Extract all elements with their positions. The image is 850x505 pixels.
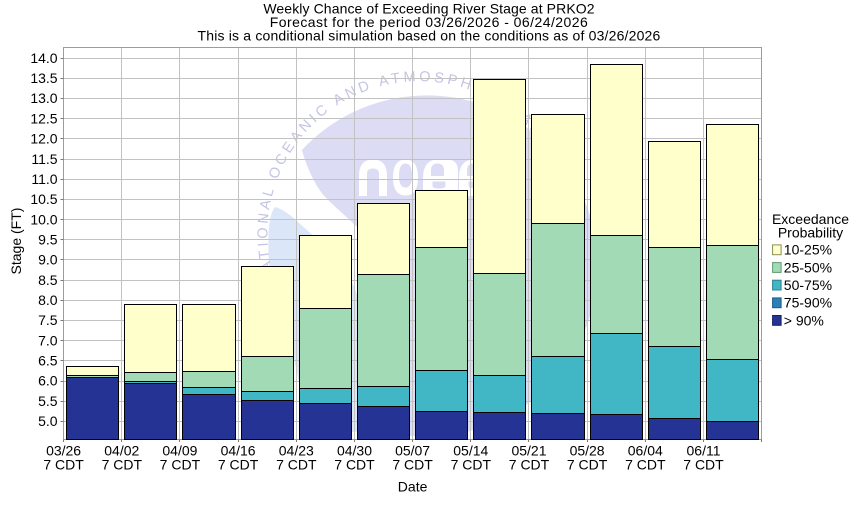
svg-text:12.5: 12.5: [30, 110, 57, 126]
svg-text:8.0: 8.0: [38, 292, 58, 308]
svg-text:04/09: 04/09: [162, 442, 197, 458]
svg-text:12.0: 12.0: [30, 131, 57, 147]
svg-text:Exceedance: Exceedance: [772, 211, 849, 227]
svg-text:05/21: 05/21: [511, 442, 546, 458]
svg-text:13.5: 13.5: [30, 70, 57, 86]
svg-text:This is a conditional simulati: This is a conditional simulation based o…: [198, 28, 661, 44]
svg-text:7 CDT: 7 CDT: [683, 456, 724, 472]
svg-text:04/30: 04/30: [337, 442, 372, 458]
svg-text:7 CDT: 7 CDT: [43, 456, 84, 472]
svg-text:05/07: 05/07: [395, 442, 430, 458]
svg-text:8.5: 8.5: [38, 272, 58, 288]
svg-text:7 CDT: 7 CDT: [160, 456, 201, 472]
svg-text:05/14: 05/14: [453, 442, 488, 458]
svg-text:7 CDT: 7 CDT: [334, 456, 375, 472]
svg-text:Stage (FT): Stage (FT): [8, 208, 24, 275]
svg-text:Probability: Probability: [778, 224, 843, 240]
svg-text:75-90%: 75-90%: [784, 295, 832, 311]
svg-text:6.5: 6.5: [38, 353, 58, 369]
svg-text:Date: Date: [398, 479, 428, 495]
svg-text:06/04: 06/04: [628, 442, 663, 458]
svg-text:Weekly Chance of Exceeding Riv: Weekly Chance of Exceeding River Stage a…: [263, 1, 594, 17]
svg-text:> 90%: > 90%: [784, 312, 824, 328]
svg-text:04/23: 04/23: [279, 442, 314, 458]
svg-text:11.0: 11.0: [31, 171, 57, 187]
svg-text:5.5: 5.5: [38, 393, 58, 409]
svg-text:7.5: 7.5: [38, 312, 58, 328]
svg-text:7 CDT: 7 CDT: [102, 456, 143, 472]
svg-text:14.0: 14.0: [30, 50, 57, 66]
svg-text:03/26: 03/26: [46, 442, 81, 458]
svg-text:7 CDT: 7 CDT: [392, 456, 433, 472]
svg-text:5.0: 5.0: [38, 413, 58, 429]
svg-text:7 CDT: 7 CDT: [451, 456, 492, 472]
svg-text:10.0: 10.0: [30, 211, 57, 227]
svg-text:7 CDT: 7 CDT: [567, 456, 608, 472]
svg-text:10-25%: 10-25%: [784, 242, 832, 258]
svg-text:04/02: 04/02: [104, 442, 139, 458]
svg-text:7.0: 7.0: [38, 332, 58, 348]
svg-text:50-75%: 50-75%: [784, 277, 832, 293]
svg-text:7 CDT: 7 CDT: [218, 456, 259, 472]
svg-text:Forecast for the period 03/26/: Forecast for the period 03/26/2026 - 06/…: [270, 14, 588, 30]
svg-text:13.0: 13.0: [30, 90, 57, 106]
svg-text:11.5: 11.5: [31, 151, 57, 167]
svg-text:9.0: 9.0: [38, 252, 58, 268]
svg-text:7 CDT: 7 CDT: [509, 456, 550, 472]
svg-text:7 CDT: 7 CDT: [625, 456, 666, 472]
svg-text:10.5: 10.5: [30, 191, 57, 207]
svg-text:06/11: 06/11: [687, 442, 721, 458]
svg-text:05/28: 05/28: [570, 442, 605, 458]
svg-text:9.5: 9.5: [38, 232, 58, 248]
svg-text:6.0: 6.0: [38, 373, 58, 389]
svg-text:25-50%: 25-50%: [784, 259, 832, 275]
svg-text:04/16: 04/16: [221, 442, 256, 458]
svg-text:7 CDT: 7 CDT: [276, 456, 317, 472]
